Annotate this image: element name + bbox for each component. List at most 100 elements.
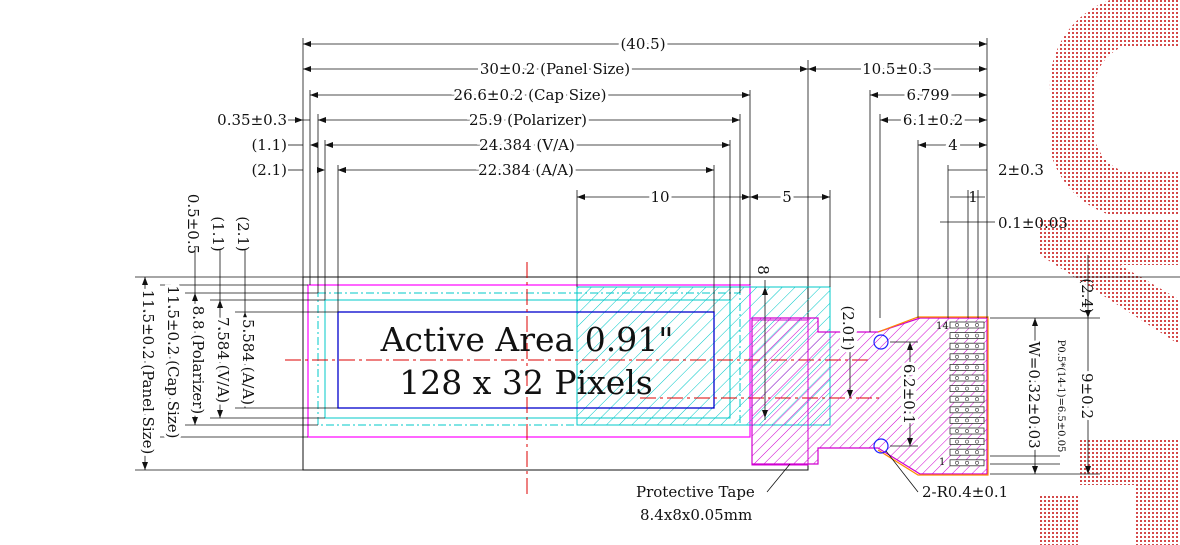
fpc-stiffener-outline [877, 316, 989, 476]
dim-cap-width: 26.6±0.2 (Cap Size) [454, 86, 607, 104]
dim-10: 10 [650, 188, 669, 206]
pad-via [965, 397, 969, 402]
pad-via [955, 323, 959, 327]
dim-v-62: 6.2±0.1 [900, 364, 918, 424]
dim-v-panel: 11.5±0.2 (Panel Size) [139, 290, 157, 455]
pad-via [955, 365, 959, 370]
pin-last-label: 14 [936, 321, 949, 332]
contact-pad [949, 406, 985, 414]
pad-via [955, 397, 959, 402]
contact-pad [949, 427, 985, 435]
contact-pad [949, 385, 985, 393]
dim-2: 2±0.3 [998, 161, 1044, 179]
dim-fpc-length: 10.5±0.3 [862, 60, 932, 78]
pad-via [965, 386, 969, 391]
contact-pad [949, 332, 985, 340]
pad-via [955, 344, 959, 349]
vertical-arrowheads [142, 277, 1091, 474]
horizontal-dimension-lines [288, 38, 995, 332]
dim-v-92: 9±0.2 [1078, 373, 1096, 419]
pad-via [975, 450, 979, 455]
dim-v-05: 0.5±0.5 [184, 194, 202, 254]
pad-via [955, 439, 959, 444]
dim-v-pitch: P0.5*(14-1)=6.5±0.05 [1055, 340, 1066, 453]
dim-v-va: 7.584 (V/A) [214, 317, 232, 403]
pad-via [975, 418, 979, 423]
pad-via [955, 418, 959, 423]
vertical-dimension-lines [135, 250, 1100, 475]
dim-v-aa: 5.584 (A/A) [239, 319, 257, 405]
dim-v-polarizer: 8.8 (Polarizer) [189, 306, 207, 415]
pad-via [955, 429, 959, 433]
pad-via [965, 376, 969, 380]
dim-v-cap: 11.5±0.2 (Cap Size) [164, 286, 182, 439]
dim-5: 5 [782, 188, 792, 206]
contact-pad [949, 438, 985, 446]
contact-pad [949, 353, 985, 361]
dim-va-width: 24.384 (V/A) [479, 136, 575, 154]
dim-edge-035: 0.35±0.3 [217, 111, 287, 129]
contact-pad [949, 459, 985, 467]
pad-via [955, 376, 959, 380]
pad-via [965, 323, 969, 327]
pad-via [955, 450, 959, 455]
arrowheads [295, 41, 987, 200]
contact-pad [949, 363, 985, 371]
contact-pad [949, 374, 985, 382]
dim-v-24: (2.4) [1078, 278, 1096, 314]
pad-via [965, 460, 969, 465]
pad-via [975, 376, 979, 380]
dim-panel-width: 30±0.2 (Panel Size) [480, 60, 630, 78]
dim-aa-width: 22.384 (A/A) [478, 161, 574, 179]
dim-overall-width: (40.5) [620, 35, 665, 53]
hole-leader [885, 450, 919, 493]
hole-note: 2-R0.4±0.1 [922, 483, 1008, 501]
pad-via [965, 429, 969, 433]
dim-01: 0.1±0.03 [998, 214, 1068, 232]
pad-via [965, 354, 969, 359]
dim-polarizer-width: 25.9 (Polarizer) [469, 111, 587, 129]
contact-pad [949, 448, 985, 456]
fpc-hole-top [873, 334, 889, 350]
pad-via [965, 407, 969, 412]
contact-pad [949, 321, 985, 329]
fpc-contact-pads [949, 321, 985, 467]
horizontal-dimension-labels: (40.5) 30±0.2 (Panel Size) 26.6±0.2 (Cap… [217, 32, 1068, 232]
dim-edge-21: (2.1) [251, 161, 287, 179]
pad-via [975, 407, 979, 412]
tape-note-line2: 8.4x8x0.05mm [640, 506, 752, 524]
dim-v-8: 8 [754, 265, 772, 275]
dim-v-11: (1.1) [209, 216, 227, 252]
contact-pad [949, 416, 985, 424]
pad-via [975, 344, 979, 349]
pad-via [965, 365, 969, 370]
pad-via [975, 354, 979, 359]
dim-61: 6.1±0.2 [903, 111, 963, 129]
pad-via [975, 365, 979, 370]
dim-v-width: W=0.32±0.03 [1025, 341, 1043, 448]
pad-via [965, 344, 969, 349]
pin-first-label: 1 [939, 457, 945, 468]
pad-via [975, 397, 979, 402]
pad-via [955, 333, 959, 338]
tape-note-line1: Protective Tape [636, 483, 755, 501]
vertical-dimension-labels: 11.5±0.2 (Panel Size) 11.5±0.2 (Cap Size… [136, 194, 1099, 457]
pad-via [975, 429, 979, 433]
pad-via [975, 439, 979, 444]
pad-via [955, 460, 959, 465]
pad-via [955, 354, 959, 359]
pad-via [955, 386, 959, 391]
pad-via [975, 386, 979, 391]
watermark-logo [1040, 0, 1180, 545]
active-area-title: Active Area 0.91" [380, 320, 674, 359]
dim-4: 4 [948, 136, 958, 154]
protective-tape [751, 319, 809, 466]
tape-leader [766, 463, 791, 493]
pad-via [965, 439, 969, 444]
pixel-count-subtitle: 128 x 32 Pixels [399, 363, 652, 402]
dim-6799: 6.799 [907, 86, 950, 104]
active-area-outline [337, 311, 715, 409]
dim-v-21: (2.1) [234, 216, 252, 252]
dim-1: 1 [968, 188, 978, 206]
